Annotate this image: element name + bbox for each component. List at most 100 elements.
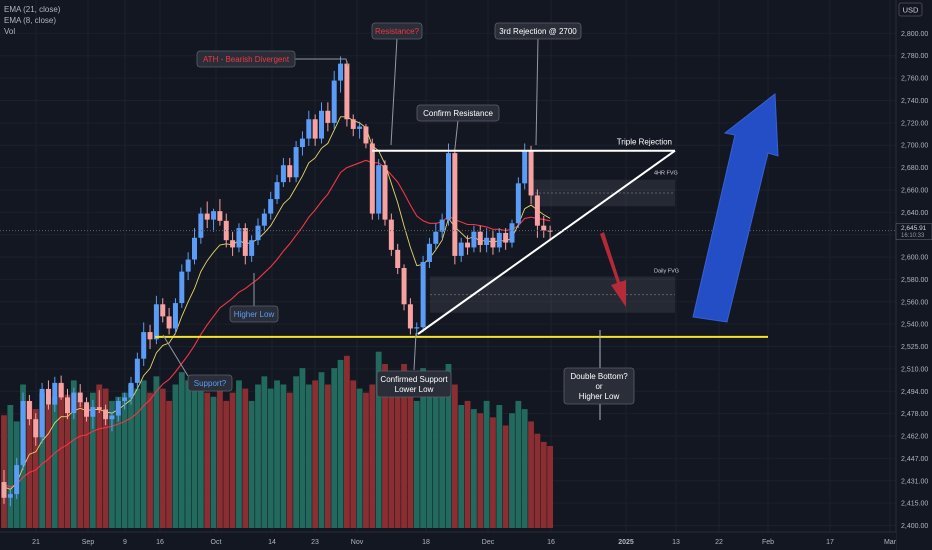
candle-body bbox=[522, 150, 528, 184]
time-tick: 14 bbox=[268, 539, 276, 546]
volume-bar bbox=[7, 405, 14, 528]
volume-bar bbox=[382, 364, 388, 528]
candle-body bbox=[198, 213, 204, 238]
candle-body bbox=[26, 401, 32, 420]
candle-body bbox=[382, 165, 388, 220]
candle-body bbox=[33, 419, 39, 438]
price-tick: 2,660.00 bbox=[901, 187, 928, 194]
candle-body bbox=[407, 304, 413, 329]
candle-body bbox=[77, 392, 83, 403]
candle-body bbox=[179, 271, 185, 304]
candle-body bbox=[153, 304, 159, 340]
candle-body bbox=[439, 219, 445, 232]
volume-bar bbox=[267, 388, 274, 528]
candle-body bbox=[185, 259, 191, 272]
price-tick: 2,580.00 bbox=[901, 277, 928, 284]
candle-body bbox=[376, 165, 382, 214]
volume-bar bbox=[502, 425, 509, 528]
callout-third-rejection-box bbox=[494, 22, 582, 40]
candle-body bbox=[458, 242, 464, 256]
callout-confirmed-support-text: Lower Low bbox=[395, 385, 434, 394]
callout-confirmed-support-text: Confirmed Support bbox=[380, 375, 448, 384]
candle-body bbox=[426, 243, 432, 262]
time-tick: Mar bbox=[884, 539, 897, 546]
rising-trendline bbox=[417, 149, 676, 335]
callout-confirmed-support-pointer bbox=[413, 332, 417, 371]
candle-body bbox=[280, 165, 286, 183]
volume-bar bbox=[26, 400, 33, 528]
volume-bar bbox=[261, 376, 268, 528]
volume-bar bbox=[109, 400, 115, 528]
volume-bar bbox=[477, 413, 484, 528]
candle-body bbox=[236, 228, 242, 248]
volume-bar bbox=[115, 396, 122, 528]
candle-body bbox=[287, 165, 293, 178]
fvg-zones: 4HR FVG Daily FVG bbox=[430, 171, 679, 313]
time-tick: 16 bbox=[547, 539, 555, 546]
volume-bar bbox=[344, 355, 350, 528]
legend-ema21[interactable]: EMA (21, close) bbox=[4, 5, 61, 14]
price-tick: 2,640.00 bbox=[901, 210, 928, 217]
candle-body bbox=[109, 415, 115, 420]
candle-body bbox=[325, 110, 331, 123]
volume-bar bbox=[356, 388, 363, 528]
callout-confirm-resistance-pointer bbox=[454, 119, 459, 149]
price-tick: 2,400.00 bbox=[901, 523, 928, 530]
candle-body bbox=[357, 126, 363, 129]
candle-body bbox=[350, 119, 356, 129]
candle-body bbox=[299, 138, 305, 148]
time-tick: Sep bbox=[82, 539, 95, 546]
ema21-path bbox=[3, 159, 551, 488]
volume-bar bbox=[217, 384, 223, 528]
candle-body bbox=[223, 220, 229, 241]
volume-bar bbox=[280, 384, 287, 528]
volume-bar bbox=[185, 380, 192, 528]
candle-body bbox=[388, 219, 394, 250]
price-tick: 2,600.00 bbox=[901, 255, 928, 262]
candle-body bbox=[128, 382, 134, 398]
volume-bar bbox=[64, 394, 71, 528]
candle-body bbox=[122, 397, 128, 402]
time-tick: Nov bbox=[351, 539, 364, 546]
volume-bar bbox=[197, 376, 204, 528]
volume-bar bbox=[45, 405, 52, 528]
candle-body bbox=[268, 199, 274, 214]
callout-ath-text: ATH - Bearish Divergent bbox=[203, 55, 290, 64]
volume-bar bbox=[210, 396, 217, 528]
candle-body bbox=[338, 63, 344, 81]
callout-ath-pointer bbox=[295, 58, 349, 67]
candle-body bbox=[134, 358, 140, 383]
candle-body bbox=[160, 304, 166, 317]
candle-body bbox=[71, 392, 77, 414]
candle-body bbox=[547, 230, 553, 232]
candle-body bbox=[141, 332, 147, 359]
volume-bar bbox=[413, 400, 420, 528]
volume-bar bbox=[248, 400, 255, 528]
volume-bar bbox=[312, 380, 319, 528]
volume-bar bbox=[540, 441, 547, 528]
price-tick: 2,680.00 bbox=[901, 165, 928, 172]
time-tick: Dec bbox=[482, 539, 495, 546]
candle-body bbox=[477, 231, 483, 246]
candle-body bbox=[509, 223, 515, 243]
legend-ema8[interactable]: EMA (8, close) bbox=[4, 16, 57, 25]
candle-body bbox=[115, 401, 121, 416]
candle-body bbox=[293, 147, 299, 178]
candle-body bbox=[96, 407, 102, 410]
volume-bar bbox=[255, 384, 261, 528]
callout-confirm-resistance-box bbox=[416, 104, 500, 122]
time-tick: 9 bbox=[123, 539, 127, 546]
legend-vol[interactable]: Vol bbox=[4, 27, 16, 36]
drawings: Triple Rejection bbox=[0, 93, 896, 420]
candle-body bbox=[395, 249, 401, 268]
candle-body bbox=[528, 150, 534, 196]
candle-body bbox=[331, 80, 337, 123]
ema21-line bbox=[3, 159, 551, 488]
red-arrow bbox=[600, 232, 626, 307]
candle-body bbox=[484, 237, 490, 246]
volume-bar bbox=[483, 400, 490, 528]
last-price-box bbox=[895, 223, 932, 240]
blue-arrow bbox=[692, 93, 779, 323]
volume-bar bbox=[159, 388, 166, 528]
